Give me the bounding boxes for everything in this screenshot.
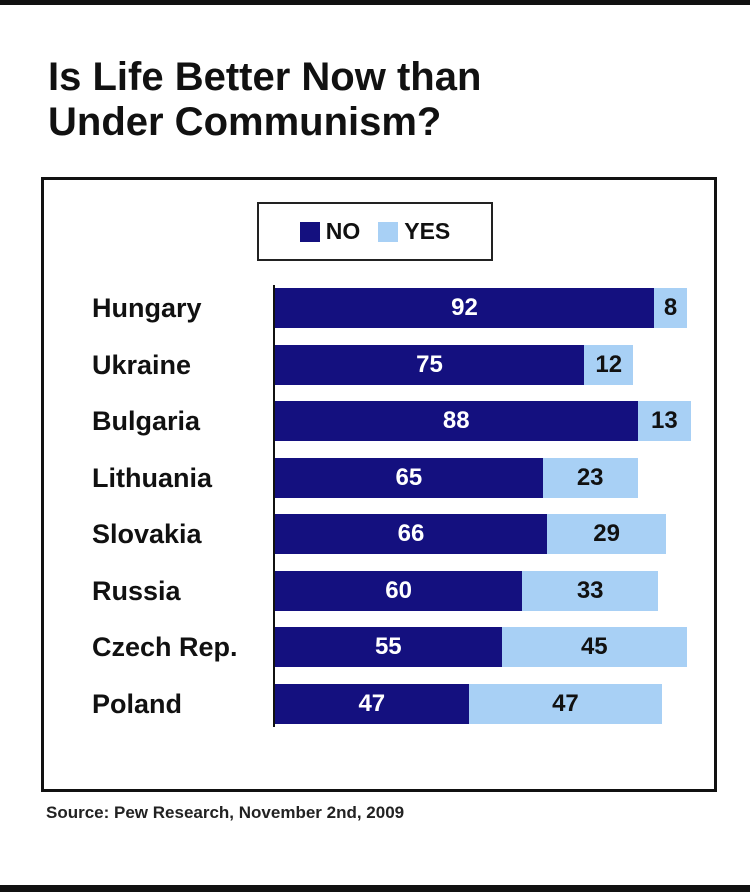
data-label-yes-hungary: 8 [663,294,678,321]
bar-no-ukraine [275,345,584,385]
category-label-russia: Russia [92,576,181,606]
data-label-no-bulgaria: 88 [442,407,470,434]
data-label-yes-czech-rep: 45 [580,633,608,660]
bar-no-russia [275,571,523,611]
bar-no-czech-rep [275,627,502,667]
category-axis-line [273,285,275,727]
category-label-ukraine: Ukraine [92,350,192,380]
legend-swatch-yes [378,221,399,242]
bar-yes-ukraine [584,345,634,385]
title-line-1: Is Life Better Now than [48,55,482,99]
data-label-yes-bulgaria: 13 [650,407,678,434]
chart-title: Is Life Better Now than Under Communism? [48,55,708,145]
legend-item-no: NO [299,218,361,245]
data-label-no-czech-rep: 55 [374,633,402,660]
bar-yes-hungary [654,288,687,328]
bar-yes-bulgaria [637,401,692,441]
data-label-yes-ukraine: 12 [595,351,623,378]
bar-yes-lithuania [542,458,638,498]
category-label-poland: Poland [92,689,183,719]
title-line-2: Under Communism? [48,100,442,144]
data-label-no-poland: 47 [358,690,386,717]
bar-yes-poland [468,684,663,724]
top-rule [0,0,750,5]
category-label-lithuania: Lithuania [92,463,212,493]
legend-label-yes: YES [404,218,451,244]
bar-yes-czech-rep [501,627,687,667]
data-label-no-ukraine: 75 [416,351,443,378]
bottom-rule [0,885,750,892]
bar-yes-slovakia [546,514,667,554]
legend-swatch-no [299,221,320,242]
data-label-yes-russia: 33 [576,577,604,604]
data-label-no-lithuania: 65 [395,464,423,491]
category-label-bulgaria: Bulgaria [92,406,201,436]
data-label-yes-lithuania: 23 [576,464,604,491]
bar-no-lithuania [275,458,543,498]
bar-no-bulgaria [275,401,638,441]
data-label-yes-poland: 47 [552,690,579,717]
bar-no-slovakia [275,514,547,554]
bar-no-poland [275,684,469,724]
bar-no-hungary [275,288,655,328]
source-note: Source: Pew Research, November 2nd, 2009 [46,803,405,822]
data-label-no-slovakia: 66 [397,520,425,547]
data-label-no-russia: 60 [385,577,412,604]
category-label-hungary: Hungary [92,293,202,323]
legend-label-no: NO [325,218,361,244]
legend-item-yes: YES [378,218,450,245]
bar-yes-russia [522,571,659,611]
data-label-yes-slovakia: 29 [593,520,620,547]
category-label-czech-rep: Czech Rep. [92,632,238,662]
data-label-no-hungary: 92 [451,294,478,321]
category-label-slovakia: Slovakia [92,519,202,549]
chart-frame: NO YES Hungary 92 8 Ukraine 75 12 Bulgaria 88 13… [41,177,717,792]
legend: NO YES [257,202,493,261]
